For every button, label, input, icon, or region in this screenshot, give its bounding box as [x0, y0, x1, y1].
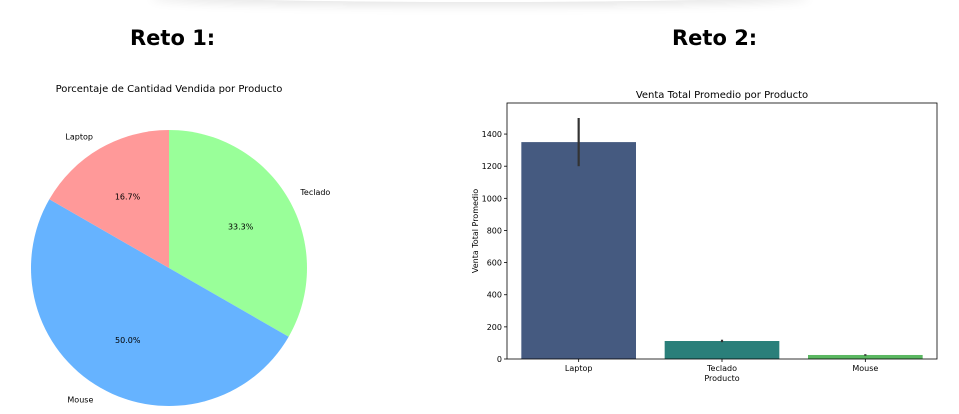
pie-category-label: Mouse	[67, 396, 93, 405]
bar-chart-title: Venta Total Promedio por Producto	[636, 90, 808, 101]
y-tick-label: 0	[497, 355, 502, 364]
y-tick-label: 600	[487, 259, 502, 268]
pie-slice-mouse	[30, 199, 289, 406]
y-tick-label: 1000	[482, 194, 502, 203]
y-tick-label: 1200	[482, 162, 502, 171]
x-tick-label: Mouse	[852, 364, 878, 373]
pie-chart: Porcentaje de Cantidad Vendida por Produ…	[30, 84, 330, 406]
y-tick-label: 200	[487, 323, 502, 332]
y-axis-label: Venta Total Promedio	[471, 189, 480, 273]
pie-slice-laptop	[49, 130, 170, 268]
bar-mouse	[808, 354, 923, 359]
pie-category-label: Laptop	[65, 133, 93, 142]
heading-reto-1: Reto 1:	[130, 26, 216, 50]
bar-teclado	[664, 341, 780, 359]
pie-chart-title: Porcentaje de Cantidad Vendida por Produ…	[56, 84, 283, 95]
x-tick-label: Laptop	[565, 364, 593, 373]
y-tick-label: 800	[487, 226, 502, 235]
pie-slice-teclado	[169, 130, 307, 337]
pie-pct-label: 50.0%	[115, 336, 141, 345]
bar-laptop	[521, 142, 636, 359]
x-tick-label: Teclado	[706, 364, 737, 373]
pie-category-label: Teclado	[299, 188, 330, 197]
pie-pct-label: 16.7%	[115, 192, 141, 201]
y-tick-label: 400	[487, 291, 502, 300]
heading-reto-2: Reto 2:	[672, 26, 758, 50]
pie-pct-label: 33.3%	[228, 223, 254, 232]
y-tick-label: 1400	[482, 130, 502, 139]
x-axis-label: Producto	[704, 374, 739, 383]
